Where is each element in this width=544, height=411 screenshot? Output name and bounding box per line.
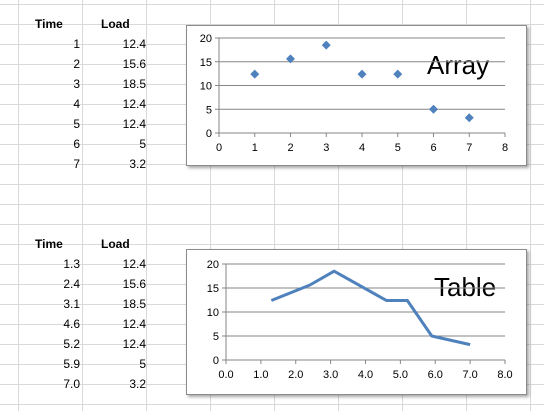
table1-load-cell[interactable]: 12.4 (122, 37, 146, 51)
table1-load-cell[interactable]: 5 (139, 137, 146, 151)
table2-time-cell[interactable]: 5.9 (63, 357, 80, 371)
data-point (393, 69, 403, 79)
y-tick-label: 0 (213, 355, 219, 367)
array-chart[interactable]: Array 0 5 10 15 20 0 1 2 3 4 5 6 7 8 (186, 25, 527, 166)
x-tick-label: 4 (359, 142, 365, 154)
data-point (464, 113, 474, 123)
x-tick-label: 6 (430, 142, 436, 154)
data-point (286, 54, 295, 64)
x-tick-label: 0.0 (218, 369, 233, 381)
x-tick-label: 2 (287, 142, 293, 154)
table2-time-cell[interactable]: 2.4 (63, 277, 80, 291)
x-tick-label: 0 (216, 142, 222, 154)
table2-time-cell[interactable]: 3.1 (63, 297, 80, 311)
table1-load-cell[interactable]: 12.4 (122, 117, 146, 131)
table2-load-cell[interactable]: 12.4 (122, 317, 146, 331)
y-tick-label: 20 (200, 33, 212, 45)
table2-load-cell[interactable]: 15.6 (122, 277, 146, 291)
table1-time-cell[interactable]: 7 (73, 157, 80, 171)
table1-header-load[interactable]: Load (101, 17, 130, 31)
table1-header-time[interactable]: Time (35, 17, 63, 31)
y-tick-label: 5 (213, 331, 219, 343)
y-tick-label: 15 (207, 283, 219, 295)
table1-time-cell[interactable]: 3 (73, 77, 80, 91)
data-point (321, 40, 331, 50)
x-tick-label: 1.0 (253, 369, 268, 381)
table1-load-cell[interactable]: 3.2 (129, 157, 146, 171)
y-tick-label: 10 (207, 307, 219, 319)
table2-time-cell[interactable]: 1.3 (63, 257, 80, 271)
table2-load-cell[interactable]: 18.5 (122, 297, 146, 311)
table2-load-cell[interactable]: 12.4 (122, 257, 146, 271)
y-tick-label: 0 (206, 128, 212, 140)
table2-load-cell[interactable]: 3.2 (129, 377, 146, 391)
x-tick-label: 1 (252, 142, 258, 154)
table2-header-time[interactable]: Time (35, 237, 63, 251)
x-tick-label: 3 (323, 142, 329, 154)
table2-time-cell[interactable]: 5.2 (63, 337, 80, 351)
x-tick-label: 5 (395, 142, 401, 154)
table2-time-cell[interactable]: 7.0 (63, 377, 80, 391)
y-tick-label: 15 (200, 57, 212, 69)
x-tick-label: 7 (466, 142, 472, 154)
table2-time-cell[interactable]: 4.6 (63, 317, 80, 331)
y-tick-label: 10 (200, 81, 212, 93)
data-point (357, 69, 367, 79)
x-tick-label: 4.0 (358, 369, 373, 381)
y-tick-label: 20 (207, 259, 219, 271)
table1-time-cell[interactable]: 1 (73, 37, 80, 51)
table1-time-cell[interactable]: 4 (73, 97, 80, 111)
table1-time-cell[interactable]: 5 (73, 117, 80, 131)
x-tick-label: 3.0 (323, 369, 338, 381)
x-tick-label: 8 (502, 142, 508, 154)
data-point (429, 104, 438, 114)
table-chart-plot: Table 0 5 10 15 20 0.0 1.0 2.0 3.0 4.0 5.0 6.0 7.0 8.… (207, 259, 513, 381)
table-chart[interactable]: Table 0 5 10 15 20 0.0 1.0 2.0 3.0 4.0 5.0 6.0 7.0 8.… (186, 249, 527, 395)
table2-load-cell[interactable]: 12.4 (122, 337, 146, 351)
table-chart-annotation: Table (434, 272, 496, 302)
table1-load-cell[interactable]: 18.5 (122, 77, 146, 91)
table2-load-cell[interactable]: 5 (139, 357, 146, 371)
x-tick-label: 2.0 (288, 369, 303, 381)
series-line (270, 269, 471, 347)
table1-time-cell[interactable]: 6 (73, 137, 80, 151)
table1-load-cell[interactable]: 12.4 (122, 97, 146, 111)
data-point (250, 69, 260, 79)
x-tick-label: 5.0 (393, 369, 408, 381)
table1-load-cell[interactable]: 15.6 (122, 57, 146, 71)
array-chart-plot: Array 0 5 10 15 20 0 1 2 3 4 5 6 7 8 (200, 33, 508, 154)
array-chart-annotation: Array (427, 50, 489, 80)
x-tick-label: 7.0 (462, 369, 477, 381)
table1-time-cell[interactable]: 2 (73, 57, 80, 71)
x-tick-label: 6.0 (428, 369, 443, 381)
x-tick-label: 8.0 (497, 369, 512, 381)
y-tick-label: 5 (206, 104, 212, 116)
table2-header-load[interactable]: Load (101, 237, 130, 251)
